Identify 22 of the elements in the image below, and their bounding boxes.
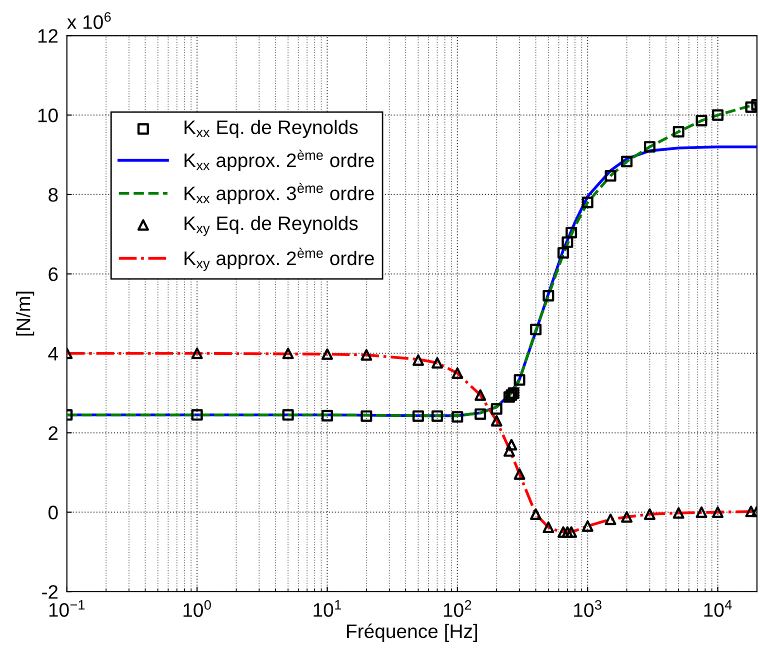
legend-label: K$_{xx}$ Eq. de Reynolds: [184, 120, 358, 138]
y-tick-label: 6: [48, 267, 58, 282]
x-tick-label: 10$^{0}$: [184, 600, 211, 617]
legend-label: K$_{xx}$ approx. 3$^{ème}$ ordre: [184, 182, 374, 204]
x-tick-label: 10$^{−1}$: [49, 600, 85, 617]
x-axis-title: Fréquence [Hz]: [347, 624, 478, 642]
text: x 10$^{6}$: [67, 12, 111, 29]
y-tick-label: 2: [48, 426, 58, 440]
y-tick-label: 0: [48, 506, 58, 520]
y-tick-label: 10: [38, 108, 58, 122]
legend-label: K$_{xy}$ Eq. de Reynolds: [184, 216, 358, 236]
x-tick-label: 10$^{3}$: [574, 600, 602, 617]
y-tick-label: 12: [38, 29, 58, 43]
x-tick-label: 10$^{4}$: [704, 600, 732, 617]
y-tick-label: 4: [48, 347, 58, 360]
y-tick-label: 8: [48, 188, 58, 202]
x-tick-label: 10$^{1}$: [314, 600, 341, 617]
y-axis-title: [N/m]: [16, 292, 34, 336]
x-tick-label: 10$^{2}$: [444, 600, 472, 617]
legend-label: K$_{xy}$ approx. 2$^{ème}$ ordre: [184, 248, 374, 271]
legend-label: K$_{xx}$ approx. 2$^{ème}$ ordre: [184, 150, 374, 172]
y-tick-label: -2: [42, 585, 58, 599]
